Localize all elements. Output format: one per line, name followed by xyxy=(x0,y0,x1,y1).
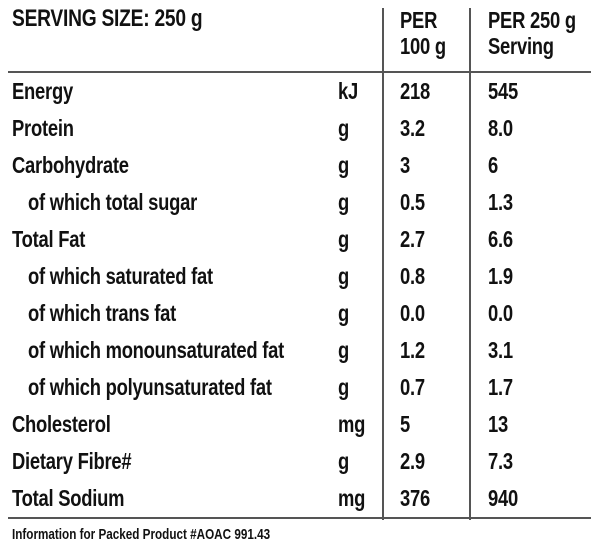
value-per-serving: 13 xyxy=(488,411,508,437)
value-per-serving: 0.0 xyxy=(488,300,513,326)
nutrient-unit: g xyxy=(338,226,349,252)
nutrient-unit: g xyxy=(338,337,349,363)
nutrient-unit: kJ xyxy=(338,78,358,104)
nutrient-name: Dietary Fibre# xyxy=(12,448,132,474)
value-per-100g: 1.2 xyxy=(400,337,425,363)
nutrient-name: of which trans fat xyxy=(28,300,177,326)
value-per-100g: 3 xyxy=(400,152,410,178)
col-header-per100-line1: PER xyxy=(400,7,438,33)
nutrient-name: Protein xyxy=(12,115,74,141)
value-per-100g: 2.9 xyxy=(400,448,425,474)
nutrient-unit: g xyxy=(338,189,349,215)
nutrient-name: Total Fat xyxy=(12,226,86,252)
value-per-serving: 7.3 xyxy=(488,448,513,474)
nutrient-unit: g xyxy=(338,115,349,141)
column-divider-serving xyxy=(469,8,471,520)
column-divider-per100 xyxy=(382,8,384,520)
value-per-100g: 5 xyxy=(400,411,410,437)
value-per-100g: 0.8 xyxy=(400,263,425,289)
col-header-serving-line1: PER 250 g xyxy=(488,7,576,33)
header-divider xyxy=(8,71,591,73)
value-per-100g: 0.5 xyxy=(400,189,425,215)
value-per-100g: 0.7 xyxy=(400,374,425,400)
value-per-serving: 1.9 xyxy=(488,263,513,289)
bottom-divider xyxy=(8,517,591,519)
nutrient-name: Total Sodium xyxy=(12,485,125,511)
value-per-100g: 2.7 xyxy=(400,226,425,252)
value-per-serving: 3.1 xyxy=(488,337,513,363)
col-header-serving-line2: Serving xyxy=(488,33,554,59)
nutrient-unit: g xyxy=(338,300,349,326)
nutrient-name: of which monounsaturated fat xyxy=(28,337,284,363)
value-per-serving: 1.3 xyxy=(488,189,513,215)
nutrient-name: Cholesterol xyxy=(12,411,111,437)
nutrient-unit: mg xyxy=(338,485,366,511)
value-per-serving: 6.6 xyxy=(488,226,513,252)
nutrient-name: of which polyunsaturated fat xyxy=(28,374,272,400)
value-per-serving: 545 xyxy=(488,78,518,104)
nutrient-unit: g xyxy=(338,448,349,474)
value-per-serving: 940 xyxy=(488,485,518,511)
nutrient-name: Carbohydrate xyxy=(12,152,129,178)
value-per-100g: 218 xyxy=(400,78,430,104)
value-per-100g: 376 xyxy=(400,485,430,511)
nutrient-unit: g xyxy=(338,374,349,400)
nutrient-name: of which saturated fat xyxy=(28,263,213,289)
nutrient-unit: g xyxy=(338,263,349,289)
nutrient-name: of which total sugar xyxy=(28,189,197,215)
value-per-100g: 0.0 xyxy=(400,300,425,326)
footer-note: Information for Packed Product #AOAC 991… xyxy=(12,526,271,543)
nutrient-unit: g xyxy=(338,152,349,178)
value-per-100g: 3.2 xyxy=(400,115,425,141)
serving-size-title: SERVING SIZE: 250 g xyxy=(12,5,203,32)
nutrient-unit: mg xyxy=(338,411,366,437)
col-header-per100-line2: 100 g xyxy=(400,33,446,59)
value-per-serving: 8.0 xyxy=(488,115,513,141)
value-per-serving: 6 xyxy=(488,152,498,178)
nutrient-name: Energy xyxy=(12,78,73,104)
value-per-serving: 1.7 xyxy=(488,374,513,400)
